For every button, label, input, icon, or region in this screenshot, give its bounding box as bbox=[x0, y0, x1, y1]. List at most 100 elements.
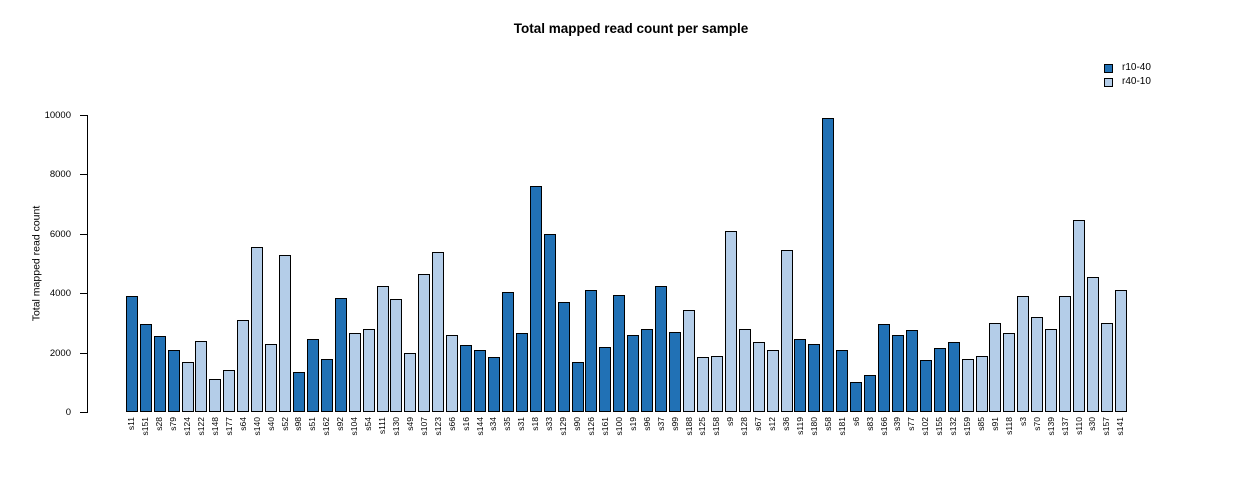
x-tick-label-s51: s51 bbox=[307, 417, 318, 431]
x-tick-label-s124: s124 bbox=[182, 417, 193, 436]
legend-item-r40-10: r40-10 bbox=[1104, 75, 1151, 89]
bar-s70 bbox=[1031, 317, 1044, 412]
chart-title: Total mapped read count per sample bbox=[513, 21, 749, 36]
x-tick-label-s181: s181 bbox=[836, 417, 847, 436]
x-tick-label-s129: s129 bbox=[558, 417, 569, 436]
bar-s40 bbox=[265, 344, 278, 412]
x-tick-label-s36: s36 bbox=[781, 417, 791, 431]
bar-s64 bbox=[237, 320, 250, 412]
x-tick-label-s123: s123 bbox=[432, 417, 443, 436]
bar-s161 bbox=[599, 347, 612, 412]
x-tick-label-s35: s35 bbox=[502, 417, 513, 431]
x-tick-label-s16: s16 bbox=[460, 417, 471, 431]
bar-s166 bbox=[878, 324, 891, 412]
x-tick-label-s125: s125 bbox=[697, 417, 708, 436]
bar-s118 bbox=[1003, 333, 1016, 412]
bar-s77 bbox=[905, 330, 918, 412]
x-tick-label-s180: s180 bbox=[808, 417, 819, 436]
bar-s141 bbox=[1114, 290, 1127, 412]
x-tick-label-s132: s132 bbox=[948, 417, 959, 436]
x-tick-label-s79: s79 bbox=[168, 417, 179, 431]
bar-s102 bbox=[919, 360, 932, 412]
y-tick-label: 2000 bbox=[49, 347, 71, 359]
x-tick-label-s92: s92 bbox=[335, 417, 346, 431]
x-tick-label-s90: s90 bbox=[572, 417, 583, 431]
bar-s130 bbox=[390, 299, 403, 412]
x-tick-label-s64: s64 bbox=[237, 417, 248, 431]
x-tick-label-s122: s122 bbox=[195, 417, 206, 436]
bar-s162 bbox=[320, 359, 333, 412]
legend-swatch-r10-40 bbox=[1104, 63, 1113, 73]
bar-s19 bbox=[627, 335, 640, 412]
x-tick-label-s119: s119 bbox=[794, 417, 805, 435]
bar-s12 bbox=[766, 350, 779, 412]
x-tick-label-s188: s188 bbox=[683, 417, 694, 436]
x-tick-label-s18: s18 bbox=[530, 417, 541, 431]
y-tick-label: 6000 bbox=[49, 228, 71, 240]
x-tick-label-s139: s139 bbox=[1045, 417, 1056, 436]
x-tick-label-s107: s107 bbox=[418, 417, 429, 436]
legend-item-r10-40: r10-40 bbox=[1104, 61, 1151, 75]
x-tick-label-s54: s54 bbox=[363, 417, 374, 431]
bar-s6 bbox=[850, 382, 863, 412]
bar-s139 bbox=[1045, 329, 1058, 412]
bar-s34 bbox=[487, 357, 500, 412]
x-tick-label-s85: s85 bbox=[976, 417, 987, 431]
x-tick-label-s100: s100 bbox=[613, 417, 624, 436]
x-tick-label-s159: s159 bbox=[962, 417, 973, 436]
x-tick-label-s151: s151 bbox=[140, 417, 151, 436]
bar-s180 bbox=[808, 344, 821, 412]
bar-s159 bbox=[961, 359, 974, 412]
bar-s33 bbox=[543, 234, 556, 412]
bar-s125 bbox=[696, 357, 709, 412]
y-tick-label: 4000 bbox=[49, 288, 71, 300]
x-tick-label-s37: s37 bbox=[655, 417, 666, 431]
bar-s85 bbox=[975, 356, 988, 412]
bar-s79 bbox=[167, 350, 180, 412]
legend-swatch-r40-10 bbox=[1104, 77, 1113, 87]
bar-s107 bbox=[418, 274, 431, 412]
x-tick-label-s118: s118 bbox=[1003, 417, 1014, 435]
y-tick-label: 8000 bbox=[49, 169, 71, 181]
x-tick-label-s140: s140 bbox=[251, 417, 262, 436]
x-tick-label-s66: s66 bbox=[446, 417, 457, 431]
x-tick-label-s104: s104 bbox=[349, 417, 360, 436]
x-tick-label-s28: s28 bbox=[154, 417, 165, 431]
bar-s18 bbox=[529, 186, 542, 412]
bar-s158 bbox=[710, 356, 723, 412]
y-axis-title: Total mapped read count bbox=[30, 205, 43, 322]
bar-s140 bbox=[251, 247, 264, 412]
bar-s99 bbox=[669, 332, 682, 412]
x-tick-label-s91: s91 bbox=[989, 417, 1000, 431]
bar-s54 bbox=[362, 329, 375, 412]
bar-s144 bbox=[474, 350, 487, 412]
bar-s31 bbox=[515, 333, 528, 412]
x-tick-label-s33: s33 bbox=[544, 417, 555, 431]
x-tick-label-s126: s126 bbox=[585, 417, 596, 436]
bar-s137 bbox=[1059, 296, 1072, 412]
bar-s91 bbox=[989, 323, 1002, 412]
bar-s155 bbox=[933, 348, 946, 412]
x-tick-label-s130: s130 bbox=[390, 417, 401, 436]
x-tick-label-s99: s99 bbox=[669, 417, 680, 431]
x-tick-label-s70: s70 bbox=[1031, 417, 1042, 431]
bar-s51 bbox=[306, 339, 319, 412]
bar-s110 bbox=[1073, 220, 1086, 412]
bar-s104 bbox=[348, 333, 361, 412]
bar-s37 bbox=[655, 286, 668, 412]
bar-s92 bbox=[334, 298, 347, 412]
bar-s9 bbox=[724, 231, 737, 412]
y-tick-mark bbox=[80, 412, 87, 413]
bar-s83 bbox=[864, 375, 877, 412]
x-tick-label-s39: s39 bbox=[892, 417, 903, 431]
bar-s58 bbox=[822, 118, 835, 412]
bar-s36 bbox=[780, 250, 793, 412]
bar-s123 bbox=[432, 252, 445, 412]
bar-s96 bbox=[641, 329, 654, 412]
bar-s3 bbox=[1017, 296, 1030, 412]
bar-s98 bbox=[292, 372, 305, 412]
x-tick-label-s128: s128 bbox=[739, 417, 750, 436]
legend-label-r10-40: r10-40 bbox=[1122, 62, 1151, 73]
x-tick-label-s58: s58 bbox=[822, 417, 833, 431]
